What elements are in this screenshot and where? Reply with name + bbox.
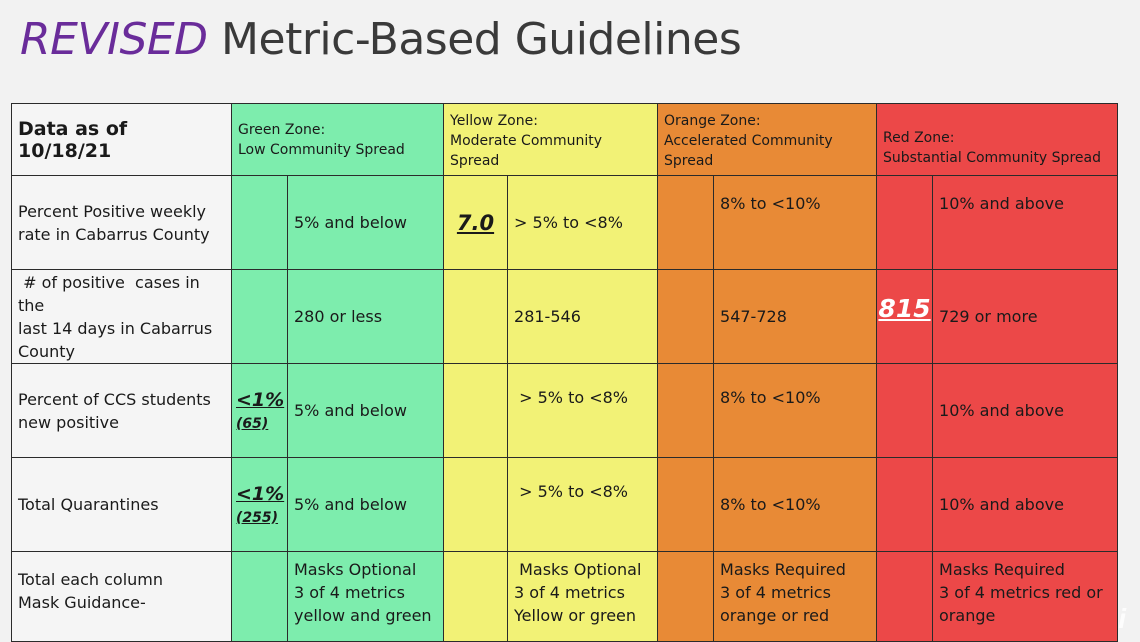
table-row: # of positive cases in the last 14 days …	[11, 269, 1119, 364]
red-mark-cell	[876, 551, 934, 642]
red-mark-value: 815	[876, 269, 934, 364]
yellow-threshold: > 5% to <8%	[507, 175, 659, 270]
orange-threshold: 8% to <10%	[713, 175, 878, 270]
header-green-zone: Green Zone: Low Community Spread	[230, 103, 445, 176]
row-label: Total Quarantines	[11, 457, 232, 552]
orange-mark-cell	[657, 551, 715, 642]
orange-mark-cell	[657, 363, 715, 458]
red-mask-guidance: Masks Required 3 of 4 metrics red or ora…	[932, 551, 1119, 642]
header-label: Data as of 10/18/21	[11, 103, 232, 176]
table-row: Percent of CCS students new positive <1%…	[11, 363, 1119, 458]
yellow-mark-cell	[443, 363, 509, 458]
table-row: Total each column Mask Guidance- Masks O…	[11, 551, 1119, 642]
yellow-threshold: > 5% to <8%	[507, 363, 659, 458]
row-label: Percent of CCS students new positive	[11, 363, 232, 458]
red-threshold: 729 or more	[932, 269, 1119, 364]
green-mark-cell	[231, 551, 288, 642]
green-mask-guidance: Masks Optional 3 of 4 metrics yellow and…	[286, 551, 445, 642]
orange-mark-cell	[657, 457, 715, 552]
orange-mark-cell	[657, 269, 715, 364]
red-threshold: 10% and above	[932, 457, 1119, 552]
orange-threshold: 8% to <10%	[713, 363, 878, 458]
orange-mark-cell	[657, 175, 715, 270]
yellow-mark-value: 7.0	[443, 175, 509, 270]
green-threshold: 5% and below	[286, 363, 445, 458]
yellow-mark-cell	[443, 551, 509, 642]
title-revised: REVISED	[20, 14, 208, 65]
yellow-threshold: > 5% to <8%	[507, 457, 659, 552]
header-row: Data as of 10/18/21 Green Zone: Low Comm…	[11, 103, 1119, 176]
header-red-zone: Red Zone: Substantial Community Spread	[876, 103, 1119, 176]
red-threshold: 10% and above	[932, 175, 1119, 270]
green-threshold: 280 or less	[286, 269, 445, 364]
header-yellow-zone: Yellow Zone: Moderate Community Spread	[443, 103, 659, 176]
yellow-mark-cell	[443, 457, 509, 552]
green-mark-cell	[231, 269, 288, 364]
green-threshold: 5% and below	[286, 457, 445, 552]
page-title: REVISED Metric-Based Guidelines	[20, 14, 742, 65]
green-mark-count: (65)	[236, 415, 269, 432]
orange-mask-guidance: Masks Required 3 of 4 metrics orange or …	[713, 551, 878, 642]
orange-threshold: 547-728	[713, 269, 878, 364]
green-mark-count: (255)	[236, 509, 279, 526]
table-row: Total Quarantines <1% (255) 5% and below …	[11, 457, 1119, 552]
green-threshold: 5% and below	[286, 175, 445, 270]
title-rest: Metric-Based Guidelines	[207, 14, 742, 65]
red-mark-cell	[876, 457, 934, 552]
yellow-mark-cell	[443, 269, 509, 364]
row-label: Total each column Mask Guidance-	[11, 551, 232, 642]
row-label: Percent Positive weekly rate in Cabarrus…	[11, 175, 232, 270]
table-row: Percent Positive weekly rate in Cabarrus…	[11, 175, 1119, 270]
yellow-threshold: 281-546	[507, 269, 659, 364]
orange-threshold: 8% to <10%	[713, 457, 878, 552]
green-mark-cell	[231, 175, 288, 270]
green-mark-percent: <1%	[236, 388, 285, 411]
station-logo-icon: i	[1118, 603, 1126, 634]
red-mark-cell	[876, 175, 934, 270]
green-mark-value: <1% (65)	[231, 363, 288, 458]
row-label: # of positive cases in the last 14 days …	[11, 269, 232, 364]
guidelines-table: Data as of 10/18/21 Green Zone: Low Comm…	[11, 103, 1119, 642]
header-orange-zone: Orange Zone: Accelerated Community Sprea…	[657, 103, 878, 176]
red-threshold: 10% and above	[932, 363, 1119, 458]
green-mark-percent: <1%	[236, 482, 285, 505]
green-mark-value: <1% (255)	[231, 457, 288, 552]
yellow-mask-guidance: Masks Optional 3 of 4 metrics Yellow or …	[507, 551, 659, 642]
red-mark-cell	[876, 363, 934, 458]
